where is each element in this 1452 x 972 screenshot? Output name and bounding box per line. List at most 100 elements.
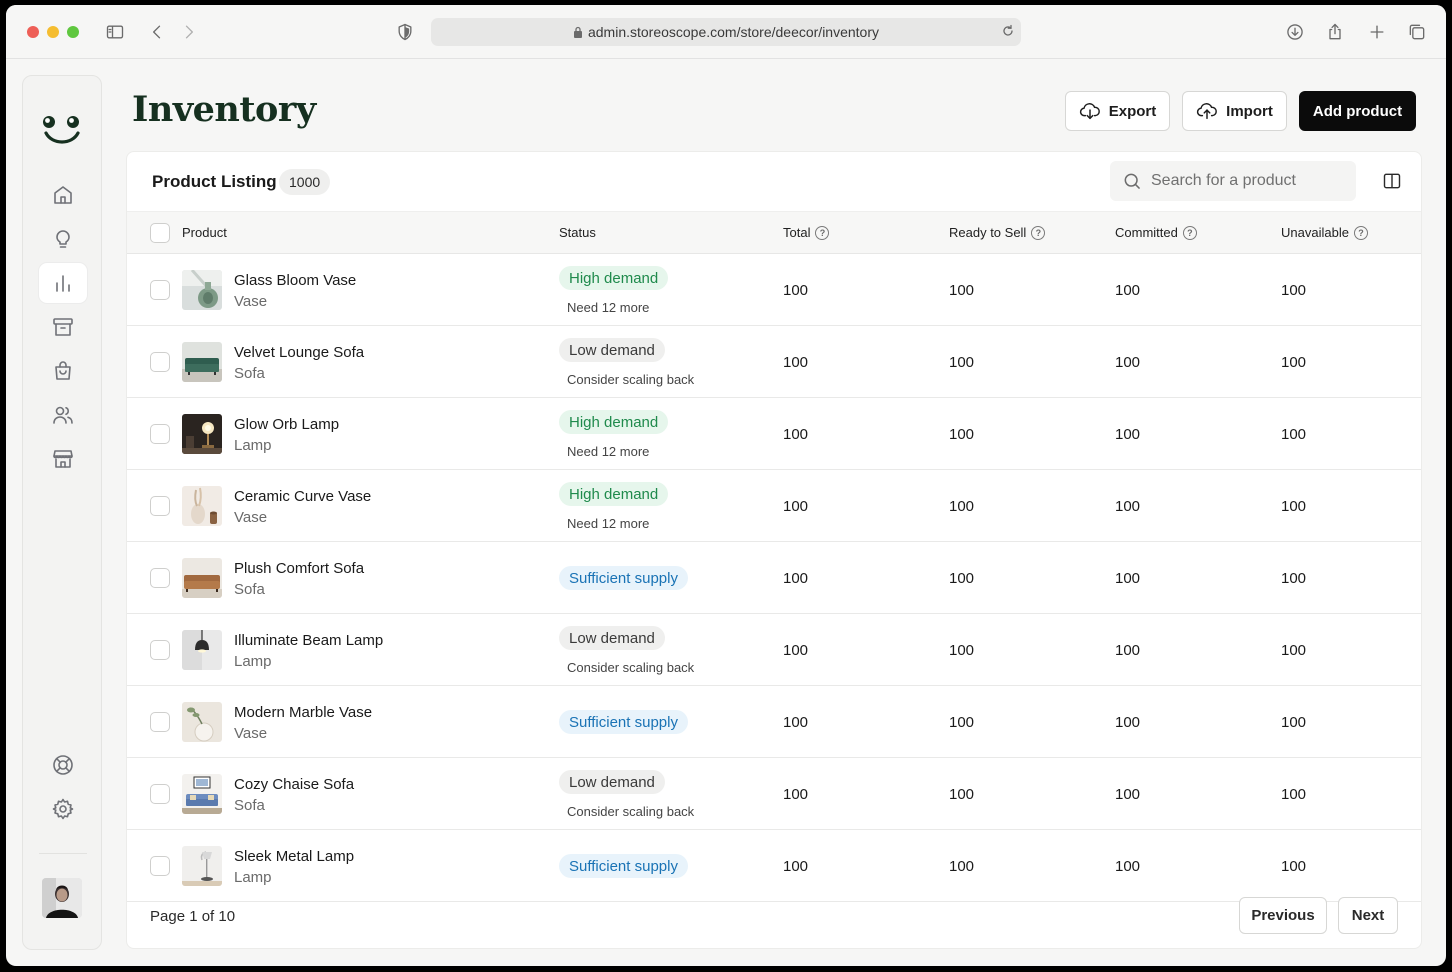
nav-analytics[interactable] xyxy=(39,263,87,303)
product-name[interactable]: Cozy Chaise Sofa xyxy=(234,776,355,793)
ready-value: 100 xyxy=(949,858,975,875)
table-row[interactable]: Cozy Chaise Sofa Sofa Low demand Consider s… xyxy=(127,758,1421,830)
product-name[interactable]: Illuminate Beam Lamp xyxy=(234,632,384,649)
user-avatar[interactable] xyxy=(42,878,82,918)
help-circle-icon[interactable]: ? xyxy=(815,225,830,240)
select-all-checkbox[interactable] xyxy=(150,223,170,243)
product-category: Vase xyxy=(234,725,268,742)
table-row[interactable]: Plush Comfort Sofa Sofa Sufficient supply 1… xyxy=(127,542,1421,614)
forward-arrow-icon[interactable] xyxy=(177,20,201,44)
maximize-window-button[interactable] xyxy=(67,26,79,38)
help-circle-icon[interactable]: ? xyxy=(1353,225,1368,240)
row-checkbox[interactable] xyxy=(150,640,170,660)
minimize-window-button[interactable] xyxy=(47,26,59,38)
row-checkbox[interactable] xyxy=(150,424,170,444)
address-bar[interactable]: admin.storeoscope.com/store/deecor/inven… xyxy=(431,18,1021,46)
privacy-shield-icon[interactable] xyxy=(393,20,417,44)
bar-chart-icon xyxy=(56,275,70,292)
row-checkbox[interactable] xyxy=(150,352,170,372)
nav-home[interactable] xyxy=(39,175,87,215)
product-name[interactable]: Ceramic Curve Vase xyxy=(234,488,372,505)
total-value: 100 xyxy=(783,282,809,299)
table-row[interactable]: Ceramic Curve Vase Vase High demand Need 12… xyxy=(127,470,1421,542)
status-note: Consider scaling back xyxy=(567,372,695,387)
product-category: Sofa xyxy=(234,581,265,598)
url-text: admin.storeoscope.com/store/deecor/inven… xyxy=(587,24,880,40)
cloud-download-icon xyxy=(1079,103,1100,120)
unavailable-value: 100 xyxy=(1281,642,1307,659)
row-checkbox[interactable] xyxy=(150,784,170,804)
nav-settings[interactable] xyxy=(39,789,87,829)
add-product-button[interactable]: Add product xyxy=(1299,91,1416,131)
row-checkbox[interactable] xyxy=(150,856,170,876)
product-name[interactable]: Velvet Lounge Sofa xyxy=(234,344,365,361)
total-value: 100 xyxy=(783,858,809,875)
nav-store[interactable] xyxy=(39,439,87,479)
row-checkbox[interactable] xyxy=(150,280,170,300)
column-header-unavailable[interactable]: Unavailable? xyxy=(1281,225,1368,240)
total-value: 100 xyxy=(783,354,809,371)
new-tab-icon[interactable] xyxy=(1365,20,1389,44)
listing-title: Product Listing xyxy=(152,172,277,191)
close-window-button[interactable] xyxy=(27,26,39,38)
reload-icon[interactable] xyxy=(1001,24,1015,38)
columns-toggle[interactable] xyxy=(1379,168,1405,194)
row-checkbox[interactable] xyxy=(150,568,170,588)
search-input[interactable] xyxy=(1151,172,1341,190)
committed-value: 100 xyxy=(1115,714,1141,731)
download-icon[interactable] xyxy=(1283,20,1307,44)
export-button[interactable]: Export xyxy=(1065,91,1170,131)
product-thumbnail xyxy=(182,486,222,526)
tab-overview-icon[interactable] xyxy=(1405,20,1429,44)
unavailable-value: 100 xyxy=(1281,282,1307,299)
nav-customers[interactable] xyxy=(39,395,87,435)
browser-toolbar: admin.storeoscope.com/store/deecor/inven… xyxy=(6,5,1446,59)
previous-page-button[interactable]: Previous xyxy=(1239,897,1327,934)
product-name[interactable]: Plush Comfort Sofa xyxy=(234,560,365,577)
ready-value: 100 xyxy=(949,354,975,371)
product-thumbnail xyxy=(182,558,222,598)
table-row[interactable]: Sleek Metal Lamp Lamp Sufficient supply 100… xyxy=(127,830,1421,902)
product-category: Lamp xyxy=(234,869,272,886)
import-button[interactable]: Import xyxy=(1182,91,1287,131)
help-circle-icon[interactable]: ? xyxy=(1182,225,1197,240)
row-checkbox[interactable] xyxy=(150,496,170,516)
pagination-text: Page 1 of 10 xyxy=(150,908,236,925)
committed-value: 100 xyxy=(1115,786,1141,803)
unavailable-value: 100 xyxy=(1281,714,1307,731)
next-page-button[interactable]: Next xyxy=(1338,897,1398,934)
nav-orders[interactable] xyxy=(39,351,87,391)
column-header-status[interactable]: Status xyxy=(559,225,596,240)
table-row[interactable]: Glass Bloom Vase Vase High demand Need 12 m… xyxy=(127,254,1421,326)
status-badge: High demand xyxy=(559,410,669,434)
product-name[interactable]: Glass Bloom Vase xyxy=(234,272,357,289)
table-row[interactable]: Glow Orb Lamp Lamp High demand Need 12 more… xyxy=(127,398,1421,470)
nav-archive[interactable] xyxy=(39,307,87,347)
product-name[interactable]: Glow Orb Lamp xyxy=(234,416,340,433)
table-row[interactable]: Modern Marble Vase Vase Sufficient supply 1… xyxy=(127,686,1421,758)
row-checkbox[interactable] xyxy=(150,712,170,732)
status-badge: High demand xyxy=(559,482,669,506)
nav-ideas[interactable] xyxy=(39,219,87,259)
product-name[interactable]: Modern Marble Vase xyxy=(234,704,373,721)
column-header-total[interactable]: Total? xyxy=(783,225,830,240)
unavailable-value: 100 xyxy=(1281,570,1307,587)
product-thumbnail xyxy=(182,414,222,454)
column-header-ready-to-sell[interactable]: Ready to Sell? xyxy=(949,225,1046,240)
ready-value: 100 xyxy=(949,498,975,515)
status-badge: Sufficient supply xyxy=(559,566,688,590)
product-search[interactable] xyxy=(1110,161,1356,201)
column-header-committed[interactable]: Committed? xyxy=(1115,225,1197,240)
help-circle-icon[interactable]: ? xyxy=(1031,225,1046,240)
back-arrow-icon[interactable] xyxy=(145,20,169,44)
brand-logo-icon[interactable] xyxy=(40,111,84,147)
product-name[interactable]: Sleek Metal Lamp xyxy=(234,848,355,865)
nav-help[interactable] xyxy=(39,745,87,785)
sidebar-toggle-icon[interactable] xyxy=(103,20,127,44)
unavailable-value: 100 xyxy=(1281,858,1307,875)
product-category: Sofa xyxy=(234,797,265,814)
share-icon[interactable] xyxy=(1323,20,1347,44)
table-row[interactable]: Illuminate Beam Lamp Lamp Low demand Consid… xyxy=(127,614,1421,686)
column-header-product[interactable]: Product xyxy=(182,225,227,240)
table-row[interactable]: Velvet Lounge Sofa Sofa Low demand Consider… xyxy=(127,326,1421,398)
